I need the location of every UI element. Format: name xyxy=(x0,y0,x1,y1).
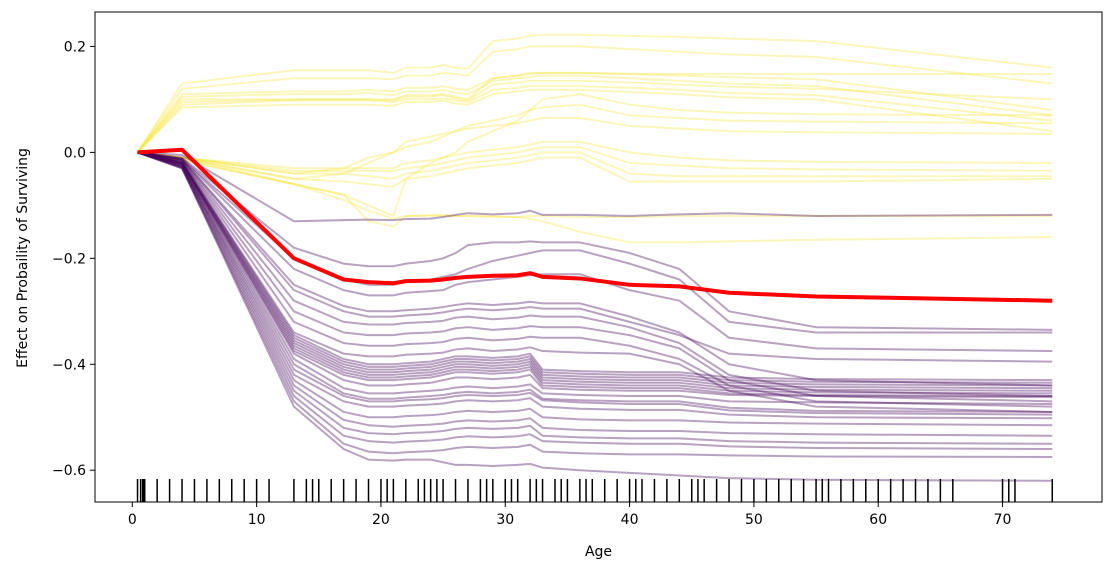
high-series-line-15 xyxy=(137,151,1053,228)
low-series-line-26 xyxy=(137,151,1053,458)
low-series-line-13 xyxy=(137,151,1053,390)
high-series-line-9 xyxy=(137,103,1053,180)
low-series-line-24 xyxy=(137,151,1053,445)
high-series-line-0 xyxy=(136,33,1053,153)
low-series-line-11 xyxy=(137,151,1053,384)
x-tick-label-0: 0 xyxy=(128,512,137,528)
low-series-line-21 xyxy=(137,151,1053,420)
low-series-line-1 xyxy=(137,151,1053,331)
low-series-line-15 xyxy=(137,151,1053,395)
x-tick-label-2: 20 xyxy=(372,512,390,528)
high-series-line-5 xyxy=(136,79,1053,154)
high-series-line-6 xyxy=(136,85,1053,154)
low-series-line-14 xyxy=(137,151,1053,392)
low-series-line-8 xyxy=(137,151,1053,408)
high-group-lines xyxy=(136,33,1053,244)
low-series-line-19 xyxy=(137,151,1053,413)
x-axis-label: Age xyxy=(585,544,612,560)
y-tick-label-0: −0.6 xyxy=(52,463,86,479)
x-tick-label-5: 50 xyxy=(745,512,763,528)
high-series-line-3 xyxy=(136,74,1053,154)
low-series-line-20 xyxy=(137,151,1053,416)
low-series-line-10 xyxy=(137,151,1053,382)
low-series-line-0 xyxy=(137,151,1053,223)
low-group-lines xyxy=(137,151,1053,482)
low-series-line-23 xyxy=(137,151,1053,437)
y-tick-label-1: −0.4 xyxy=(52,357,86,373)
high-series-line-11 xyxy=(137,140,1053,170)
high-series-line-13 xyxy=(137,151,1053,180)
high-series-line-7 xyxy=(136,88,1053,154)
average-line-group xyxy=(137,147,1053,303)
low-series-line-4 xyxy=(137,151,1053,387)
high-series-line-16 xyxy=(137,151,1053,244)
high-series-line-1 xyxy=(136,45,1053,153)
x-tick-label-3: 30 xyxy=(496,512,514,528)
y-axis: −0.6 −0.4 −0.2 0.0 0.2 xyxy=(52,39,95,479)
low-series-line-25 xyxy=(137,151,1053,451)
low-series-line-7 xyxy=(137,151,1053,403)
x-tick-label-1: 10 xyxy=(248,512,266,528)
high-series-line-4 xyxy=(136,71,1053,154)
high-series-line-12 xyxy=(137,146,1053,172)
low-series-line-3 xyxy=(137,151,1053,353)
average-series-line xyxy=(137,147,1053,303)
low-series-line-17 xyxy=(137,151,1053,399)
low-series-line-22 xyxy=(137,151,1053,427)
x-tick-label-6: 60 xyxy=(869,512,887,528)
x-tick-label-7: 70 xyxy=(994,512,1012,528)
x-tick-label-4: 40 xyxy=(621,512,639,528)
y-tick-label-4: 0.2 xyxy=(64,39,86,55)
high-series-line-10 xyxy=(137,116,1053,175)
low-series-line-5 xyxy=(137,151,1053,363)
low-series-line-18 xyxy=(137,151,1053,405)
high-series-line-8 xyxy=(137,93,1053,217)
plot-frame xyxy=(94,11,1103,503)
y-axis-label: Effect on Probaility of Surviving xyxy=(15,148,31,368)
y-tick-label-2: −0.2 xyxy=(52,251,86,267)
x-axis: 0 10 20 30 40 50 60 70 xyxy=(128,502,1012,528)
low-series-line-12 xyxy=(137,151,1053,387)
high-series-line-14 xyxy=(137,151,1053,188)
rug-ticks xyxy=(136,479,1054,502)
low-series-line-27 xyxy=(137,151,1053,482)
y-tick-label-3: 0.0 xyxy=(64,145,86,161)
low-series-line-9 xyxy=(137,151,1053,413)
low-series-line-6 xyxy=(137,151,1053,398)
low-series-line-16 xyxy=(137,151,1053,398)
high-series-line-2 xyxy=(136,71,1053,153)
